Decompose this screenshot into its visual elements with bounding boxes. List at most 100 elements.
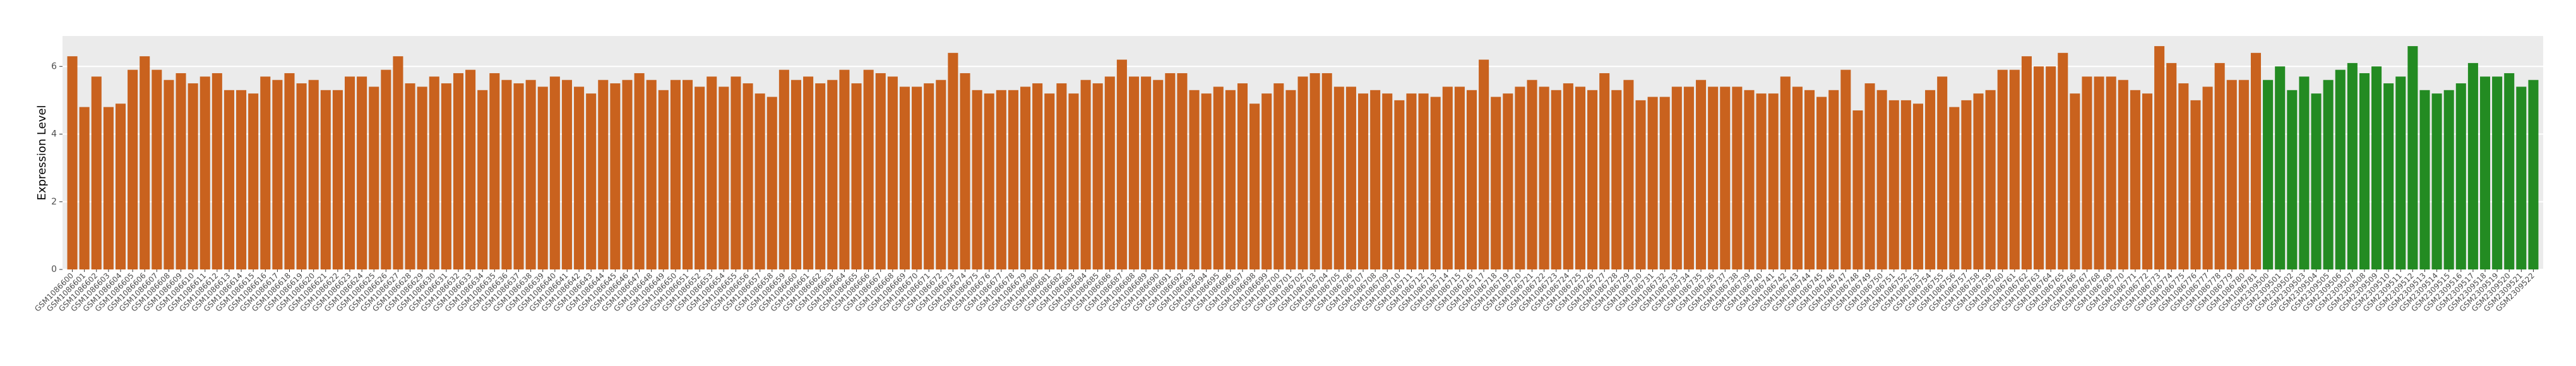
bar xyxy=(296,83,307,270)
bar xyxy=(224,90,234,269)
bar xyxy=(1418,93,1429,269)
bar xyxy=(574,86,585,269)
bar xyxy=(561,80,572,269)
bar xyxy=(1961,100,1972,269)
bar xyxy=(586,93,597,269)
bar xyxy=(1358,93,1369,269)
bar xyxy=(2250,52,2262,270)
bar xyxy=(1647,97,1658,270)
bar xyxy=(332,90,343,269)
bar xyxy=(1515,86,1525,269)
bar xyxy=(1382,93,1393,269)
bar xyxy=(1345,86,1356,269)
bar xyxy=(670,80,681,269)
bar xyxy=(1587,90,1598,269)
bar xyxy=(2479,76,2491,269)
bar xyxy=(537,86,548,269)
bar xyxy=(1527,80,1537,269)
bar xyxy=(2106,76,2116,269)
bar xyxy=(200,76,210,269)
bar xyxy=(912,86,922,269)
bar xyxy=(1454,86,1465,269)
bar xyxy=(1321,73,1332,269)
bar xyxy=(2287,90,2298,269)
bar xyxy=(1008,90,1018,269)
bar xyxy=(1744,90,1755,269)
bar xyxy=(2443,90,2454,269)
bar xyxy=(2455,83,2466,270)
bar xyxy=(549,76,560,269)
bar xyxy=(369,86,379,269)
y-tick-label: 2 xyxy=(51,197,57,207)
bar xyxy=(1370,90,1381,269)
bar xyxy=(1720,86,1731,269)
bar xyxy=(1708,86,1719,269)
bar xyxy=(1491,97,1501,270)
bar xyxy=(2082,76,2092,269)
bar xyxy=(863,69,874,269)
bar xyxy=(1189,90,1200,269)
bar xyxy=(91,76,102,269)
bar xyxy=(1804,90,1815,269)
bar xyxy=(2190,100,2201,269)
bar xyxy=(2347,62,2358,269)
bar xyxy=(1201,93,1212,269)
bar xyxy=(1430,97,1441,270)
bar xyxy=(1261,93,1272,269)
bar xyxy=(1406,93,1417,269)
bar xyxy=(815,83,826,270)
bar xyxy=(393,56,403,269)
bar xyxy=(453,73,464,269)
bar xyxy=(1141,76,1152,269)
bar xyxy=(730,76,741,269)
bar xyxy=(2226,80,2237,269)
bar xyxy=(1599,73,1610,269)
bar xyxy=(2202,86,2213,269)
y-tick-label: 4 xyxy=(51,129,57,139)
bar xyxy=(960,73,970,269)
bar xyxy=(1116,59,1127,270)
bar xyxy=(1128,76,1140,269)
bar xyxy=(2504,73,2515,269)
bar xyxy=(2335,69,2346,269)
bar xyxy=(188,83,198,270)
bar xyxy=(2359,73,2370,269)
bar xyxy=(2021,56,2032,269)
bar xyxy=(2323,80,2334,269)
bar xyxy=(1937,76,1948,269)
bar xyxy=(381,69,391,269)
bar xyxy=(1333,86,1344,269)
bar xyxy=(152,69,162,269)
bar xyxy=(1659,97,1670,270)
bar xyxy=(2166,62,2177,269)
bar xyxy=(1237,83,1248,270)
bar xyxy=(1840,69,1851,269)
bar xyxy=(176,73,186,269)
bar xyxy=(1696,80,1707,269)
bar xyxy=(1551,90,1561,269)
bar xyxy=(719,86,729,269)
bar xyxy=(1780,76,1791,269)
bar xyxy=(2299,76,2310,269)
bar xyxy=(260,76,271,269)
bar xyxy=(1985,90,1996,269)
y-tick-label: 6 xyxy=(51,61,57,71)
bar xyxy=(1828,90,1839,269)
bar xyxy=(1080,80,1091,269)
bar xyxy=(948,52,958,270)
bar xyxy=(344,76,355,269)
bar xyxy=(658,90,669,269)
bar xyxy=(2142,93,2153,269)
bar xyxy=(2467,62,2478,269)
bar xyxy=(2431,93,2442,269)
bar xyxy=(1044,93,1055,269)
bar xyxy=(2118,80,2128,269)
bar xyxy=(972,90,982,269)
bar xyxy=(1949,107,1960,269)
bar xyxy=(2275,66,2286,270)
bar xyxy=(513,83,524,270)
bar xyxy=(2009,69,2020,269)
bar xyxy=(1732,86,1743,269)
bar xyxy=(103,107,114,269)
